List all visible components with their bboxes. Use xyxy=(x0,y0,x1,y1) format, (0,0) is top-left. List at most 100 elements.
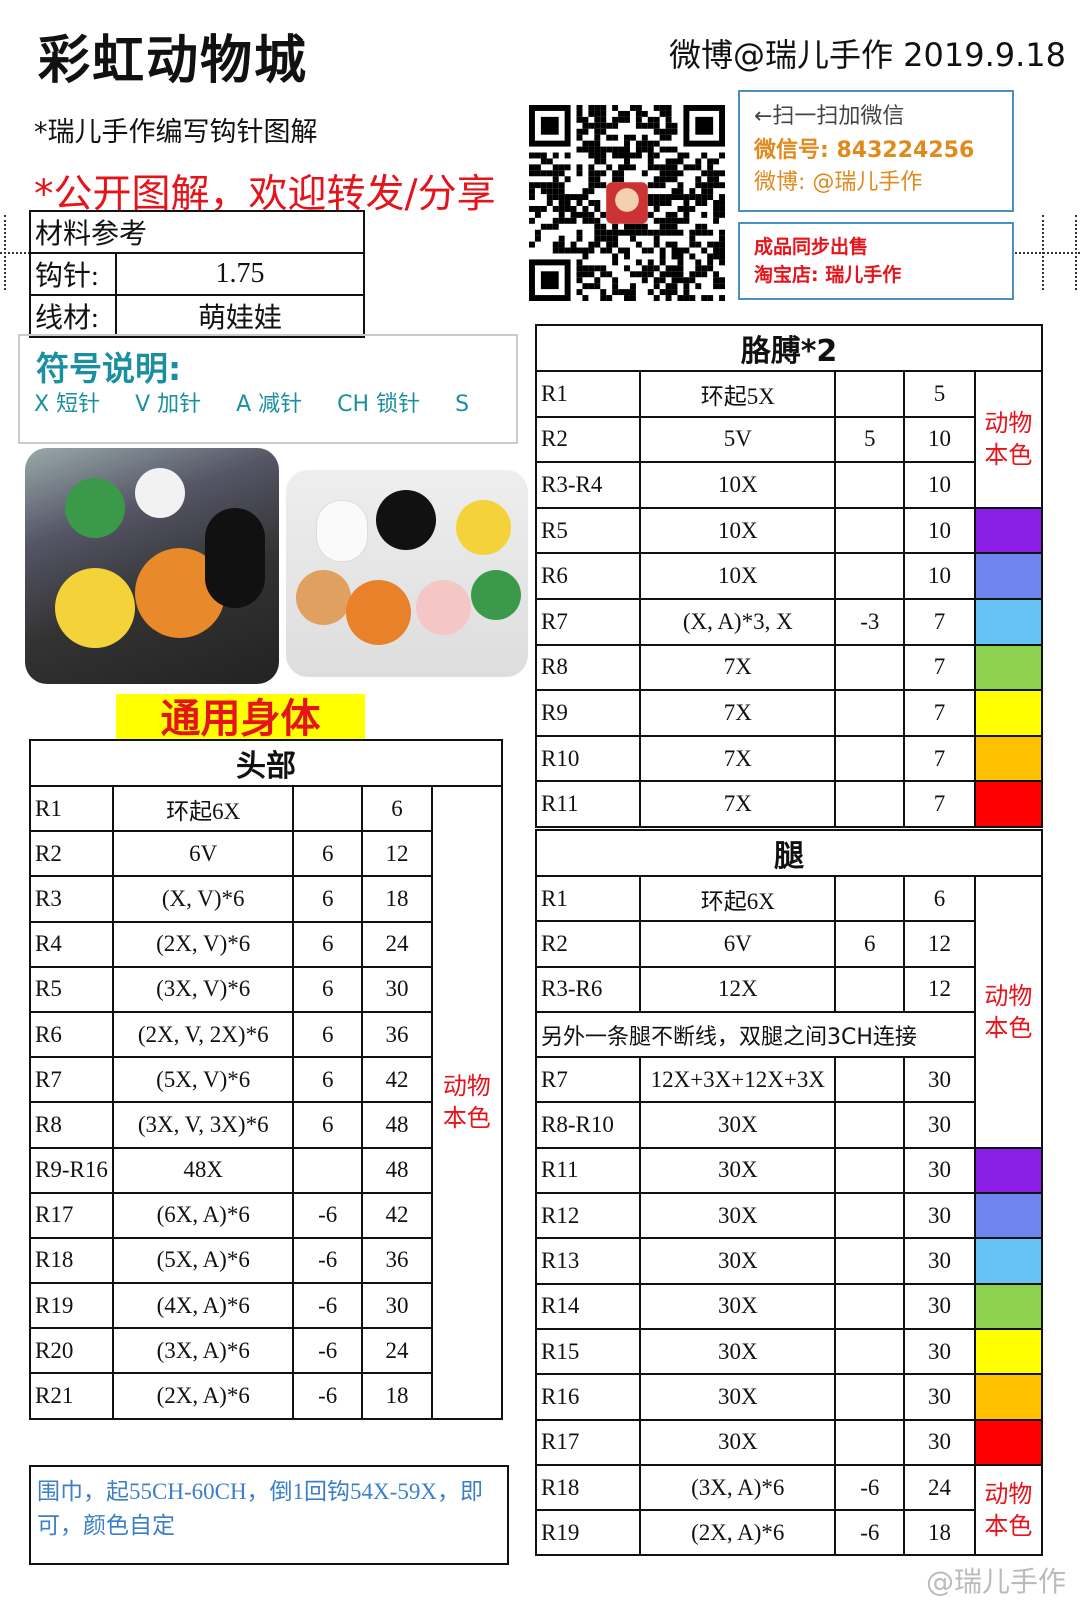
hook-value: 1.75 xyxy=(115,252,365,296)
instruction-cell: 7X xyxy=(639,643,837,692)
stitch-count-cell: 12 xyxy=(361,830,433,878)
stitch-count-cell: 7 xyxy=(903,689,976,737)
table-row: R2 6V 6 12 xyxy=(534,920,1042,968)
color-note: 动物本色 xyxy=(973,1463,1044,1557)
table-row: R17 (6X, A)*6 -6 42 xyxy=(28,1191,502,1239)
wechat-label: 微信号: xyxy=(754,138,829,163)
divider xyxy=(1042,215,1044,290)
round-cell: R19 xyxy=(534,1509,642,1557)
instruction-cell: 10X xyxy=(639,461,837,509)
legs-title: 腿 xyxy=(535,829,1043,877)
stitch-count-cell: 18 xyxy=(361,1372,433,1420)
instruction-cell: (3X, A)*6 xyxy=(112,1327,295,1375)
color-swatch xyxy=(973,1282,1044,1330)
stitch-count-cell: 30 xyxy=(903,1418,976,1466)
stitch-count-cell: 42 xyxy=(361,1191,433,1239)
change-cell: 6 xyxy=(292,920,364,968)
change-cell xyxy=(834,1146,906,1195)
change-cell: 6 xyxy=(292,1056,364,1104)
divider xyxy=(0,252,30,254)
arms-table: 胳膊*2 R1 环起5X 5 动物本色 R2 5V 5 10 R3-R4 10X 10 R5 10X 10 R… xyxy=(534,324,1044,828)
color-swatch xyxy=(973,1373,1044,1421)
stitch-count-cell: 30 xyxy=(903,1101,976,1149)
instruction-cell: (2X, A)*6 xyxy=(112,1372,295,1420)
table-row: R19 (2X, A)*6 -6 18 xyxy=(534,1509,1042,1557)
legs-table: 腿 R1 环起6X 6 动物本色 R2 6V 6 12 R3-R6 12X 12 另外一条腿不断线，双腿… xyxy=(534,829,1044,1557)
round-cell: R5 xyxy=(534,506,642,555)
table-row: R8-R10 30X 30 xyxy=(534,1101,1042,1149)
instruction-cell: 30X xyxy=(639,1237,837,1285)
symbol-item: X 短针 xyxy=(34,392,101,417)
change-cell xyxy=(834,1373,906,1421)
instruction-cell: 30X xyxy=(639,1282,837,1330)
change-cell xyxy=(834,734,906,783)
color-swatch xyxy=(973,734,1044,783)
round-cell: R14 xyxy=(534,1282,642,1330)
round-cell: R1 xyxy=(534,370,642,418)
round-cell: R8 xyxy=(28,1101,115,1149)
change-cell xyxy=(834,1282,906,1330)
round-cell: R8 xyxy=(534,643,642,692)
instruction-cell: (X, A)*3, X xyxy=(639,597,837,646)
instruction-cell: 7X xyxy=(639,780,837,828)
table-row: R1 环起6X 6 动物本色 xyxy=(28,784,504,1420)
table-row: R18 (5X, A)*6 -6 36 xyxy=(28,1236,502,1285)
stitch-count-cell: 48 xyxy=(361,1146,433,1194)
color-swatch xyxy=(973,689,1044,737)
table-row: R5 (3X, V)*6 6 30 xyxy=(28,965,502,1013)
instruction-cell: 30X xyxy=(639,1101,837,1149)
change-cell xyxy=(834,965,906,1013)
qr-code-icon xyxy=(529,105,725,301)
change-cell: 6 xyxy=(292,1010,364,1059)
color-swatch xyxy=(973,1192,1044,1240)
round-cell: R20 xyxy=(28,1327,115,1375)
instruction-cell: 10X xyxy=(639,552,837,600)
stitch-count-cell: 30 xyxy=(903,1192,976,1240)
stitch-count-cell: 30 xyxy=(361,965,433,1013)
materials-table: 材料参考 钩针: 1.75 线材: 萌娃娃 xyxy=(29,210,365,338)
instruction-cell: 30X xyxy=(639,1327,837,1376)
instruction-cell: 6V xyxy=(639,920,837,968)
symbol-item: CH 锁针 xyxy=(337,392,421,417)
instruction-cell: 30X xyxy=(639,1192,837,1240)
instruction-cell: (2X, V)*6 xyxy=(112,920,295,968)
round-cell: R5 xyxy=(28,965,115,1013)
yarn-label: 线材: xyxy=(29,294,117,338)
round-cell: R7 xyxy=(534,597,642,646)
color-swatch xyxy=(973,506,1044,555)
round-cell: R6 xyxy=(28,1010,115,1059)
symbol-item: V 加针 xyxy=(135,392,202,417)
divider xyxy=(1012,252,1080,254)
change-cell xyxy=(292,784,364,833)
change-cell: 6 xyxy=(292,830,364,878)
stitch-count-cell: 30 xyxy=(903,1237,976,1285)
round-cell: R9 xyxy=(534,689,642,737)
change-cell xyxy=(834,370,906,418)
divider xyxy=(4,215,6,290)
round-cell: R9-R16 xyxy=(28,1146,115,1194)
instruction-cell: 7X xyxy=(639,734,837,783)
product-photo-2 xyxy=(286,470,528,677)
stitch-count-cell: 30 xyxy=(903,1327,976,1376)
stitch-count-cell: 18 xyxy=(903,1509,976,1557)
table-row: R14 30X 30 xyxy=(534,1282,1044,1330)
change-cell xyxy=(292,1146,364,1194)
stitch-count-cell: 10 xyxy=(903,506,976,555)
instruction-cell: 48X xyxy=(112,1146,295,1194)
change-cell xyxy=(834,1192,906,1240)
note-row: 另外一条腿不断线，双腿之间3CH连接 xyxy=(535,1010,976,1059)
stitch-count-cell: 48 xyxy=(361,1101,433,1149)
instruction-cell: 30X xyxy=(639,1146,837,1195)
materials-title: 材料参考 xyxy=(29,210,365,254)
table-row: R3-R6 12X 12 xyxy=(534,965,1042,1013)
round-cell: R18 xyxy=(28,1236,115,1285)
change-cell xyxy=(834,780,906,828)
color-swatch xyxy=(973,780,1044,828)
stitch-count-cell: 7 xyxy=(903,597,976,646)
instruction-cell: (6X, A)*6 xyxy=(112,1191,295,1239)
stitch-count-cell: 5 xyxy=(903,370,976,418)
instruction-cell: (3X, A)*6 xyxy=(639,1463,837,1512)
table-row: 另外一条腿不断线，双腿之间3CH连接 xyxy=(535,1010,1042,1059)
round-cell: R1 xyxy=(28,784,115,833)
stitch-count-cell: 12 xyxy=(903,965,976,1013)
